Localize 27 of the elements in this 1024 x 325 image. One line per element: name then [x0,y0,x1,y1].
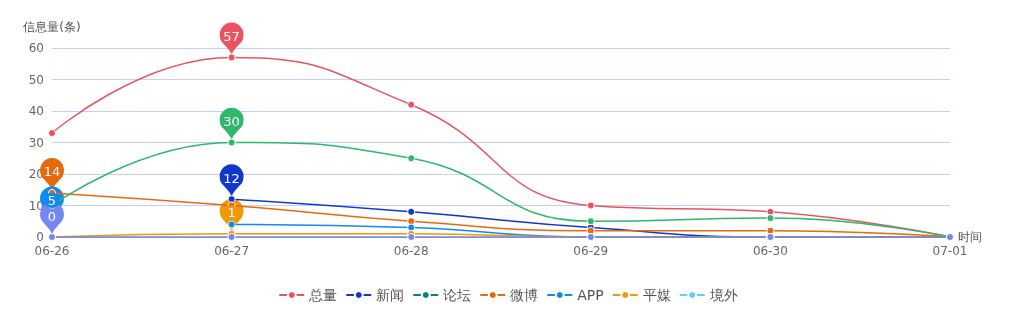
legend-label: 平媒 [642,287,671,303]
x-tick-label: 06-27 [214,244,250,258]
x-tick-label: 06-28 [393,244,429,258]
annotation: 5 [47,192,57,208]
legend-label: 新闻 [376,287,405,303]
y-tick-label: 50 [28,72,44,87]
y-tick-label: 30 [28,135,44,150]
annotation: 12 [223,170,240,186]
legend-label: 总量 [308,287,338,303]
y-tick-label: 60 [28,41,44,55]
x-tick-label: 06-26 [34,244,70,258]
legend-label: 论坛 [443,287,472,303]
annotation: 57 [223,29,240,45]
legend-label: 微博 [510,287,539,303]
annotation: 30 [223,114,240,130]
annotation: 14 [43,164,61,180]
annotation: 0 [47,208,57,224]
legend-label: 境外 [708,287,738,303]
x-axis-title: 时间 [958,230,982,244]
x-tick-label: 07-01 [932,244,968,258]
y-tick-label: 40 [28,104,44,118]
legend-label: APP [577,287,604,303]
y-axis-title: 信息量(条) [23,20,81,34]
y-tick-label: 0 [36,230,44,244]
x-tick-label: 06-30 [752,244,788,258]
annotation: 1 [227,205,236,221]
x-tick-label: 06-29 [573,244,609,258]
